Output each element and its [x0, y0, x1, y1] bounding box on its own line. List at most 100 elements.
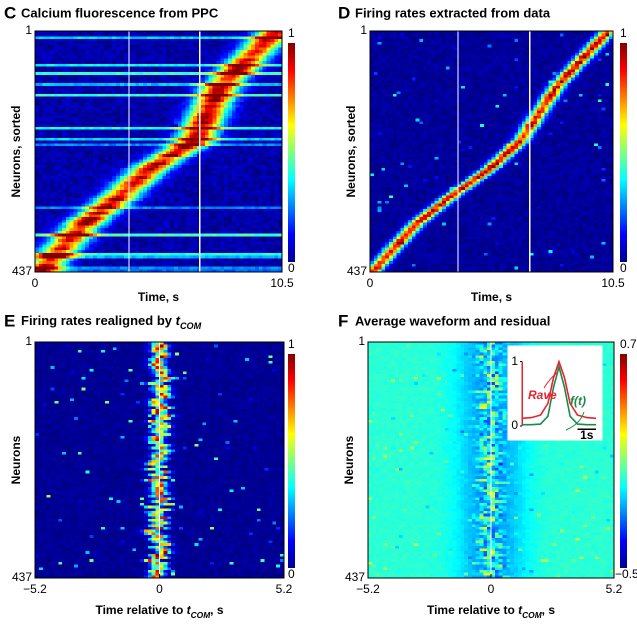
heatmap-cell	[170, 85, 175, 90]
heatmap-cell	[92, 104, 98, 109]
heatmap-cell	[170, 39, 175, 43]
heatmap-cell	[100, 126, 106, 131]
heatmap-cell	[239, 69, 245, 73]
heatmap-cell	[50, 80, 55, 84]
heatmap-cell	[212, 85, 217, 90]
heatmap-row	[35, 113, 283, 117]
heatmap-cell	[258, 143, 264, 147]
heatmap-cell	[208, 88, 214, 92]
heatmap-cell	[266, 58, 272, 62]
heatmap-cell	[166, 148, 171, 153]
heatmap-cell	[193, 126, 198, 131]
heatmap-cell	[73, 99, 79, 103]
heatmap-cell	[247, 58, 252, 62]
heatmap-cell	[266, 146, 272, 150]
heatmap-cell	[254, 88, 260, 92]
heatmap-cell	[162, 148, 167, 153]
heatmap-cell	[231, 41, 237, 46]
heatmap-cell	[193, 99, 198, 103]
heatmap-cell	[143, 121, 148, 125]
heatmap-cell	[243, 102, 248, 106]
heatmap-cell	[143, 50, 148, 54]
heatmap-cell	[204, 41, 210, 46]
heatmap-cell	[92, 44, 98, 49]
heatmap-cell	[227, 44, 233, 49]
heatmap-cell	[254, 41, 260, 46]
heatmap-cell	[193, 113, 198, 117]
heatmap-cell	[100, 137, 106, 142]
heatmap-cell	[65, 129, 71, 133]
heatmap-cell	[258, 132, 264, 136]
heatmap-cell	[231, 135, 237, 139]
heatmap-cell	[35, 126, 40, 131]
heatmap-cell	[173, 69, 179, 73]
heatmap-cell	[127, 126, 133, 131]
heatmap-cell	[35, 80, 40, 84]
heatmap-cell	[200, 146, 206, 150]
heatmap-cell	[266, 74, 272, 79]
heatmap-cell	[247, 77, 252, 81]
heatmap-cell	[85, 107, 90, 112]
heatmap-cell	[38, 80, 44, 84]
heatmap-cell	[62, 118, 67, 122]
heatmap-cell	[46, 121, 52, 125]
heatmap-cell	[278, 50, 283, 54]
heatmap-cell	[212, 41, 217, 46]
heatmap-cell	[65, 47, 71, 51]
heatmap-cell	[212, 93, 217, 98]
heatmap-cell	[154, 93, 160, 98]
heatmap-cell	[231, 85, 237, 90]
heatmap-cell	[243, 137, 248, 142]
heatmap-cell	[54, 140, 59, 144]
heatmap-cell	[247, 143, 252, 147]
heatmap-cell	[119, 102, 125, 106]
heatmap-cell	[243, 63, 248, 68]
heatmap-cell	[181, 93, 187, 98]
heatmap-cell	[54, 41, 59, 46]
heatmap-cell	[38, 31, 44, 35]
heatmap-cell	[204, 124, 210, 128]
heatmap-cell	[181, 118, 187, 122]
heatmap-cell	[204, 58, 210, 62]
heatmap-cell	[224, 66, 229, 70]
heatmap-cell	[227, 33, 233, 38]
heatmap-cell	[166, 96, 171, 101]
heatmap-cell	[200, 47, 206, 51]
heatmap-cell	[62, 69, 67, 73]
heatmap-cell	[216, 115, 221, 120]
heatmap-cell	[181, 61, 187, 65]
heatmap-cell	[251, 137, 256, 142]
heatmap-cell	[170, 88, 175, 92]
heatmap-cell	[35, 151, 40, 155]
heatmap-cell	[270, 58, 275, 62]
heatmap-cell	[58, 124, 63, 128]
heatmap-cell	[258, 110, 264, 114]
heatmap-cell	[247, 107, 252, 112]
heatmap-cell	[131, 126, 136, 131]
heatmap-cell	[139, 102, 144, 106]
heatmap-cell	[38, 137, 44, 142]
heatmap-cell	[266, 63, 272, 68]
heatmap-cell	[89, 126, 94, 131]
heatmap-cell	[212, 72, 217, 76]
heatmap-cell	[123, 41, 129, 46]
heatmap-cell	[154, 104, 160, 109]
heatmap-cell	[123, 85, 129, 90]
heatmap-cell	[274, 91, 279, 95]
heatmap-cell	[139, 99, 144, 103]
heatmap-cell	[154, 137, 160, 142]
heatmap-cell	[247, 72, 252, 76]
heatmap-cell	[270, 44, 275, 49]
heatmap-cell	[204, 69, 210, 73]
heatmap-cell	[262, 72, 268, 76]
heatmap-row	[35, 156, 283, 161]
heatmap-cell	[258, 140, 264, 144]
heatmap-cell	[135, 85, 140, 90]
heatmap-cell	[143, 72, 148, 76]
heatmap-cell	[146, 39, 152, 43]
heatmap-cell	[243, 93, 248, 98]
heatmap-cell	[247, 151, 252, 155]
heatmap-cell	[278, 118, 283, 122]
heatmap-cell	[35, 93, 40, 98]
heatmap-cell	[274, 69, 279, 73]
